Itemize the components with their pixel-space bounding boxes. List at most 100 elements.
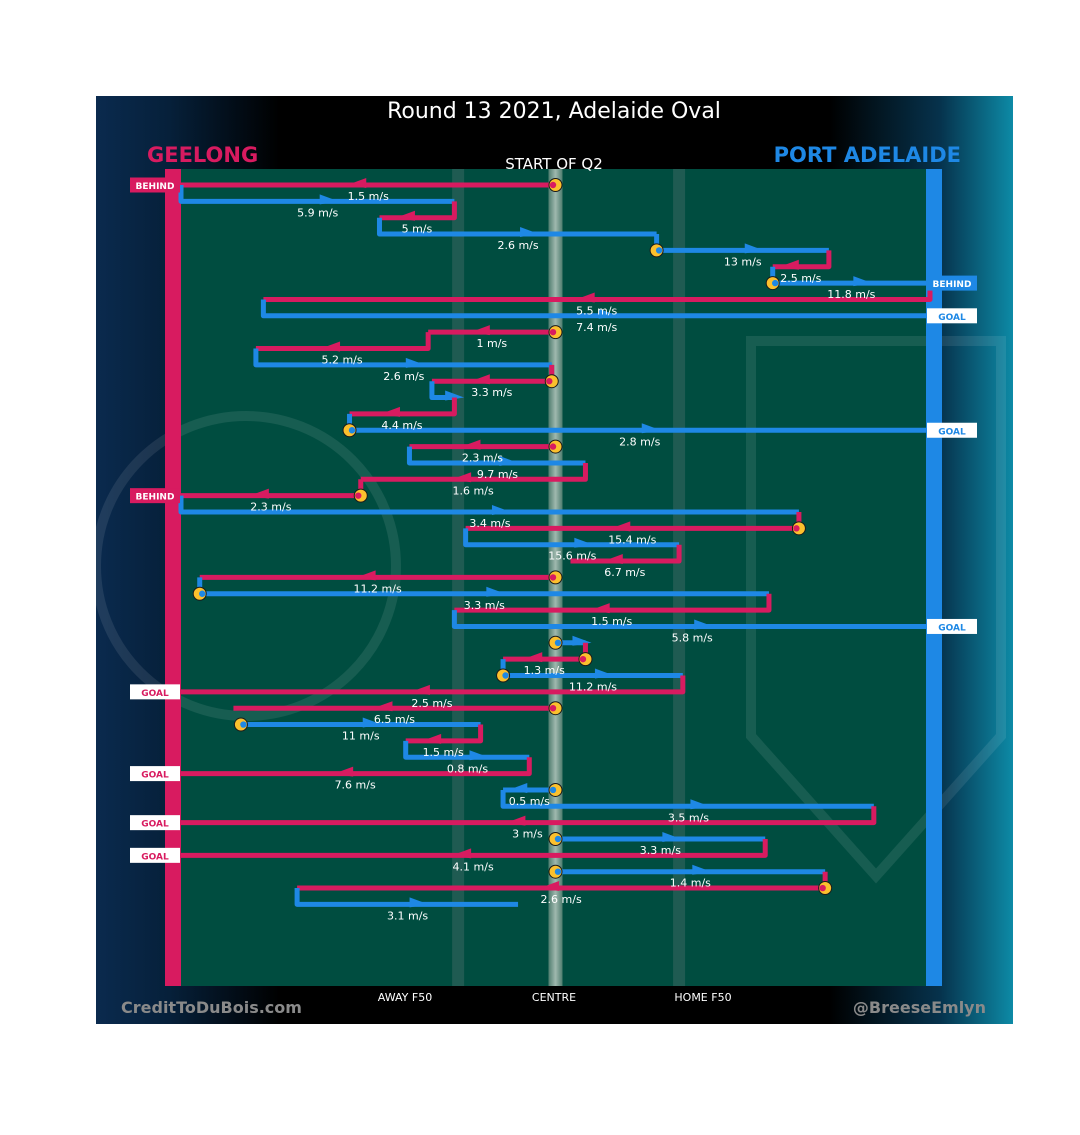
stoppage-marker-dot [655, 247, 663, 254]
direction-arrow [395, 210, 415, 221]
direction-arrow [470, 325, 490, 336]
result-label: BEHIND [136, 182, 175, 192]
direction-arrow [603, 554, 623, 565]
x-tick-centre: CENTRE [532, 991, 576, 1004]
speed-label: 2.3 m/s [250, 501, 291, 514]
speed-label: 6.7 m/s [604, 566, 645, 579]
chain-chart: 1.5 m/s BEHIND 5.9 m/s 5 m/s 2.6 m/s 13 m/s 2.… [96, 99, 1006, 1017]
speed-label: 11.2 m/s [354, 582, 402, 595]
direction-arrow [486, 586, 506, 597]
speed-label: 15.4 m/s [608, 533, 656, 546]
result-badge [130, 177, 180, 193]
direction-arrow [319, 194, 339, 205]
credit-right: @BreeseEmlyn [853, 998, 986, 1017]
speed-label: 13 m/s [724, 255, 762, 268]
geelong-chain-segment [454, 593, 772, 613]
direction-arrow [523, 652, 543, 663]
speed-label: 5.8 m/s [672, 631, 713, 644]
speed-label: 7.6 m/s [335, 779, 376, 792]
result-label: GOAL [141, 820, 169, 830]
speed-label: 2.6 m/s [541, 893, 582, 906]
result-label: GOAL [938, 427, 966, 437]
direction-arrow [506, 815, 526, 826]
direction-arrow [410, 684, 430, 695]
speed-label: 3.4 m/s [469, 517, 510, 530]
speed-label: 5 m/s [402, 223, 433, 236]
port-chain-segment [260, 299, 930, 319]
speed-label: 2.5 m/s [780, 272, 821, 285]
speed-label: 2.6 m/s [497, 239, 538, 252]
speed-label: 2.5 m/s [411, 697, 452, 710]
result-badge [130, 847, 180, 863]
direction-arrow [520, 227, 540, 238]
direction-arrow [694, 619, 714, 630]
result-badge [927, 422, 977, 438]
result-label: BEHIND [933, 280, 972, 290]
speed-label: 3.1 m/s [387, 909, 428, 922]
speed-label: 6.5 m/s [374, 713, 415, 726]
stoppage-marker-dot [549, 328, 557, 336]
stoppage-marker-dot [546, 378, 553, 385]
speed-label: 4.4 m/s [381, 419, 422, 432]
direction-arrow [641, 423, 661, 434]
stoppage-marker-dot [549, 705, 557, 712]
credit-left: CreditToDuBois.com [121, 998, 302, 1017]
speed-label: 1.6 m/s [453, 484, 494, 497]
speed-label: 5.2 m/s [321, 354, 362, 367]
stoppage-marker-dot [502, 672, 509, 679]
speed-label: 3.3 m/s [471, 386, 512, 399]
direction-arrow [690, 799, 710, 810]
port-chain-segment [463, 528, 680, 548]
direction-arrow [452, 472, 472, 483]
speed-label: 3.5 m/s [668, 811, 709, 824]
speed-label: 7.4 m/s [576, 321, 617, 334]
direction-arrow [347, 178, 367, 188]
direction-arrow [461, 439, 481, 450]
stoppage-marker-dot [549, 181, 557, 189]
speed-label: 1.5 m/s [591, 615, 632, 628]
direction-arrow [334, 766, 354, 777]
result-label: GOAL [938, 313, 966, 323]
result-badge [130, 815, 180, 831]
direction-arrow [249, 488, 269, 499]
home-f50-line [673, 169, 686, 986]
port-goal-line [926, 169, 942, 986]
geelong-chain-segment [181, 757, 532, 777]
speed-label: 2.8 m/s [619, 435, 660, 448]
port-adelaide-team-label: PORT ADELAIDE [774, 143, 961, 167]
direction-arrow [575, 292, 595, 303]
result-badge [130, 684, 180, 700]
geelong-chain-segment [255, 332, 431, 351]
result-badge [927, 618, 977, 634]
speed-label: 0.5 m/s [509, 795, 550, 808]
speed-label: 1.4 m/s [670, 877, 711, 890]
result-badge [927, 275, 977, 291]
port-chain-segment [294, 888, 519, 907]
direction-arrow [590, 603, 610, 614]
result-label: BEHIND [136, 493, 175, 503]
result-label: GOAL [141, 689, 169, 699]
geelong-chain-segment [181, 839, 768, 858]
direction-arrow [422, 733, 442, 744]
speed-label: 2.6 m/s [383, 370, 424, 383]
speed-label: 1.5 m/s [348, 190, 389, 203]
direction-arrow [380, 406, 400, 417]
geelong-goal-line [165, 169, 181, 986]
direction-arrow [405, 357, 425, 368]
port-chain-segment [500, 789, 874, 809]
result-label: GOAL [141, 771, 169, 781]
x-tick-home-f50: HOME F50 [674, 991, 731, 1004]
direction-arrow [598, 308, 618, 319]
stoppage-marker-dot [348, 427, 356, 434]
stoppage-marker-dot [549, 443, 557, 450]
chart-title: Round 13 2021, Adelaide Oval [387, 99, 721, 124]
stoppage-marker-dot [240, 721, 247, 728]
port-chain-segment [253, 348, 552, 368]
direction-arrow [508, 782, 528, 793]
direction-arrow [470, 374, 490, 385]
port-chain-segment [178, 185, 455, 204]
direction-arrow [491, 505, 511, 515]
direction-arrow [692, 864, 712, 875]
geelong-chain-segment [181, 806, 877, 826]
stoppage-marker-dot [554, 868, 562, 875]
